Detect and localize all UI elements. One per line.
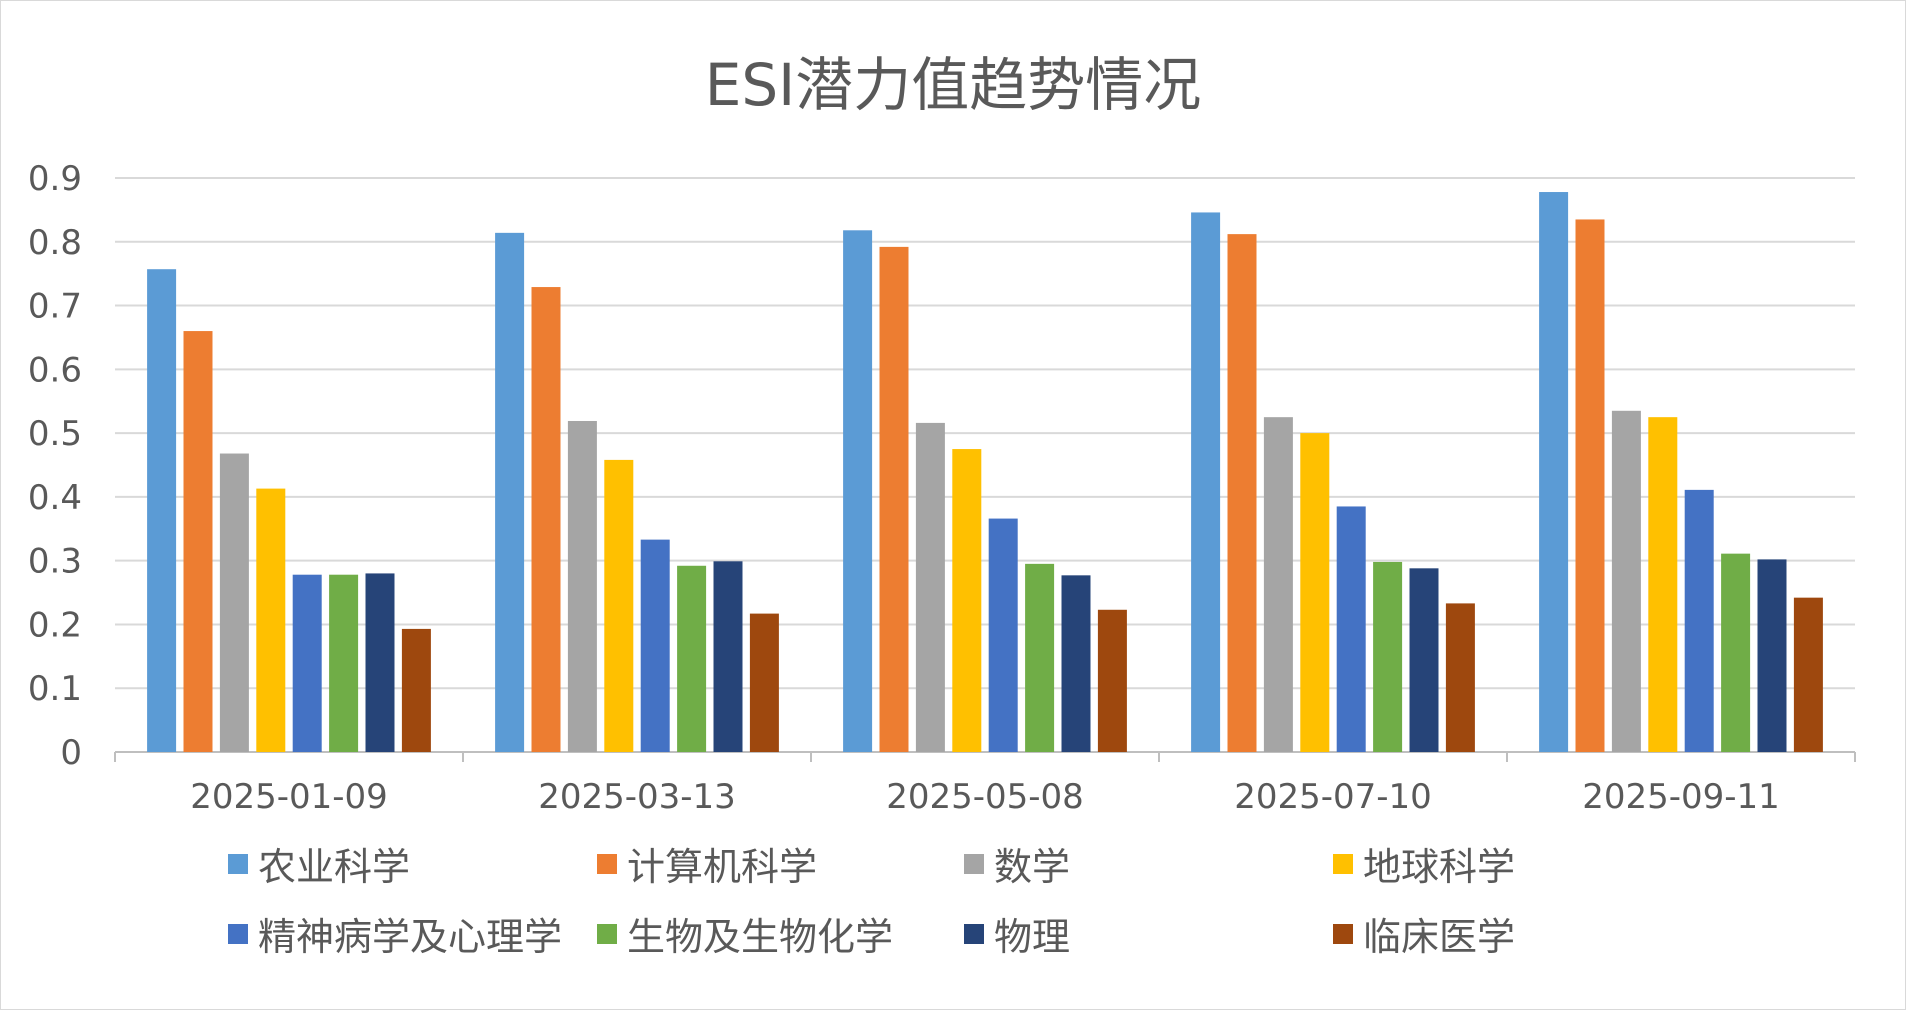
bar: [1611, 410, 1641, 752]
bar: [1373, 561, 1403, 752]
legend-swatch: [964, 853, 984, 874]
bar: [1227, 234, 1257, 752]
x-tick-label: 2025-05-08: [886, 777, 1084, 817]
bar: [567, 420, 597, 752]
legend-item: 农业科学: [228, 836, 410, 891]
y-tick-label: 0.1: [28, 669, 82, 709]
legend-label: 计算机科学: [627, 845, 818, 889]
bar: [1336, 506, 1366, 752]
y-tick-label: 0.5: [28, 414, 82, 454]
legend-item: 数学: [964, 836, 1070, 891]
legend-swatch: [1333, 923, 1353, 944]
legend-item: 地球科学: [1333, 836, 1515, 891]
legend-swatch: [228, 923, 248, 944]
legend-label: 地球科学: [1363, 845, 1516, 889]
y-tick-label: 0.7: [28, 287, 82, 327]
bar: [256, 488, 286, 752]
x-tick-label: 2025-09-11: [1582, 777, 1780, 817]
legend-label: 数学: [994, 845, 1071, 889]
bar: [183, 331, 213, 752]
bar: [915, 422, 945, 752]
x-tick-label: 2025-01-09: [190, 777, 388, 817]
bar: [879, 246, 909, 752]
bar: [1757, 559, 1787, 752]
bar: [147, 269, 177, 752]
bar: [1097, 609, 1127, 752]
bar: [1793, 597, 1823, 752]
y-tick-label: 0.2: [28, 605, 82, 645]
bar: [329, 574, 359, 752]
bar: [677, 565, 707, 752]
legend-item: 计算机科学: [597, 836, 817, 891]
legend-item: 精神病学及心理学: [228, 906, 562, 961]
legend-item: 物理: [964, 906, 1070, 961]
legend-item: 临床医学: [1333, 906, 1515, 961]
bar: [713, 561, 743, 752]
y-tick-label: 0: [60, 733, 82, 773]
bar: [1263, 417, 1293, 752]
y-tick-label: 0.8: [28, 223, 82, 263]
bar: [952, 449, 982, 752]
bar: [749, 613, 779, 752]
bar: [1409, 568, 1439, 752]
bar: [365, 573, 395, 752]
y-tick-label: 0.6: [28, 350, 82, 390]
bar: [1025, 563, 1055, 752]
bar: [640, 539, 670, 752]
y-tick-label: 0.9: [28, 159, 82, 199]
bar: [292, 574, 322, 752]
bar: [495, 232, 525, 753]
legend-label: 生物及生物化学: [627, 915, 894, 959]
legend-swatch: [597, 853, 617, 874]
legend-label: 物理: [994, 915, 1071, 959]
y-tick-label: 0.3: [28, 542, 82, 582]
legend-label: 农业科学: [258, 845, 411, 889]
bar: [988, 518, 1018, 752]
bar: [1539, 192, 1569, 752]
bar: [1721, 553, 1751, 752]
y-tick-label: 0.4: [28, 478, 82, 518]
bar: [1648, 417, 1678, 752]
legend-label: 精神病学及心理学: [258, 915, 563, 959]
bar: [1300, 433, 1330, 752]
bar: [531, 287, 561, 752]
bar: [1445, 603, 1475, 752]
x-tick-label: 2025-07-10: [1234, 777, 1432, 817]
legend-swatch: [228, 853, 248, 874]
bar: [219, 453, 249, 752]
bar: [1061, 575, 1091, 752]
bar: [843, 230, 873, 752]
legend-swatch: [597, 923, 617, 944]
legend-item: 生物及生物化学: [597, 906, 893, 961]
x-tick-label: 2025-03-13: [538, 777, 736, 817]
legend-swatch: [1333, 853, 1353, 874]
bar: [1575, 219, 1605, 752]
bar: [1191, 212, 1221, 752]
bar: [1684, 489, 1714, 752]
bar: [604, 459, 634, 752]
chart-title: ESI潜力值趋势情况: [704, 51, 1202, 119]
legend-swatch: [964, 923, 984, 944]
bar: [401, 628, 431, 752]
legend-label: 临床医学: [1363, 915, 1516, 959]
